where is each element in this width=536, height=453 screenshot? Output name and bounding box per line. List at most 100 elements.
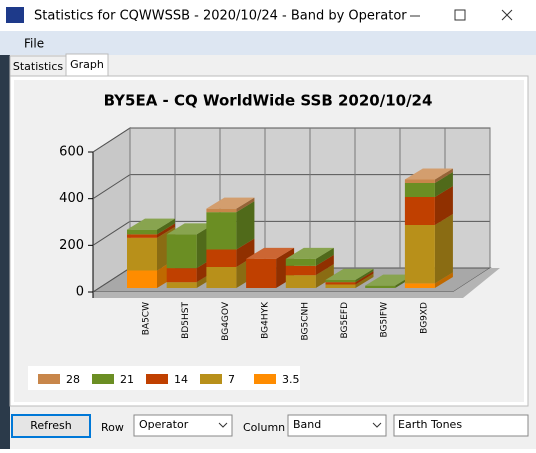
- bar-top-light: [365, 274, 414, 286]
- legend-swatch: [92, 374, 114, 384]
- bar-side: [315, 247, 334, 266]
- y-tick-label: 400: [59, 191, 84, 206]
- y-tick-label: 200: [59, 238, 84, 253]
- legend-label: 14: [174, 373, 188, 386]
- column-value[interactable]: Band: [293, 418, 321, 431]
- bar-side: [355, 273, 374, 288]
- legend-swatch: [200, 374, 222, 384]
- bar-side: [434, 168, 453, 183]
- x-tick-label: BG4GOV: [221, 301, 231, 341]
- desktop-edge: [0, 55, 10, 449]
- bar-segment: [166, 234, 197, 269]
- bar-segment: [404, 283, 435, 288]
- palette-value[interactable]: Earth Tones: [398, 418, 462, 431]
- bar-top: [166, 223, 215, 235]
- bar-segment: [206, 212, 237, 250]
- bar-segment: [404, 179, 435, 183]
- tab-label[interactable]: Graph: [70, 58, 104, 71]
- bar-segment: [206, 249, 237, 267]
- bar-segment: [365, 285, 396, 288]
- left-wall: [92, 127, 131, 293]
- bar-top: [246, 247, 295, 259]
- bar-top-light: [166, 223, 215, 235]
- bar-segment: [127, 229, 157, 235]
- x-tick-label: BG9XD: [419, 302, 429, 334]
- bar-segment: [285, 275, 316, 288]
- bar-side-shade: [434, 214, 453, 284]
- bar-side: [236, 201, 255, 250]
- legend-swatch: [38, 374, 60, 384]
- bar-side: [355, 271, 374, 285]
- palette-field[interactable]: [393, 414, 529, 437]
- plot: [91, 127, 500, 298]
- menu-bar: [0, 31, 536, 55]
- window-title: Statistics for CQWWSSB - 2020/10/24 - Ba…: [34, 9, 407, 24]
- bar-side: [157, 218, 175, 235]
- bar-side-shade: [355, 268, 374, 283]
- bar-segment: [325, 284, 356, 288]
- bar-side: [157, 223, 175, 238]
- title-bar: [0, 0, 536, 31]
- bar-top-light: [404, 168, 453, 180]
- bar-side: [315, 254, 334, 276]
- bar-side: [434, 214, 453, 284]
- legend-label: 21: [120, 373, 134, 386]
- bar-top-light: [325, 268, 374, 280]
- bar-top-light: [206, 197, 255, 209]
- legend-label: 3.5: [282, 373, 300, 386]
- menu-item[interactable]: File: [24, 37, 44, 51]
- bar-side-shade: [355, 273, 374, 288]
- bar-side-shade: [315, 264, 334, 288]
- bar-side: [355, 268, 374, 283]
- close-button[interactable]: [501, 9, 513, 21]
- column-select[interactable]: [287, 414, 387, 437]
- bar-side-shade: [434, 168, 453, 183]
- row-label: Row: [101, 421, 124, 434]
- bar-segment: [325, 282, 356, 285]
- bar-segment: [166, 282, 197, 288]
- app-icon: [6, 7, 24, 23]
- bar-side-shade: [236, 238, 255, 267]
- tab-label[interactable]: Statistics: [13, 60, 64, 73]
- legend-swatch: [254, 374, 276, 384]
- bar-top: [206, 197, 255, 209]
- floor-edge: [93, 268, 500, 298]
- y-tick-label: 600: [59, 145, 84, 160]
- bar-side-shade: [434, 272, 453, 288]
- bar-side-shade: [315, 254, 334, 276]
- bar-top: [285, 247, 334, 259]
- x-tick-label: BG5EFD: [340, 302, 350, 339]
- dropdown-arrow: [218, 422, 228, 428]
- refresh-button[interactable]: [11, 414, 91, 438]
- legend-swatch: [146, 374, 168, 384]
- refresh-label[interactable]: Refresh: [30, 419, 72, 432]
- bar-side-shade: [236, 197, 255, 213]
- bar-segment: [404, 225, 435, 284]
- bar-segment: [206, 208, 237, 213]
- bar-top: [404, 168, 453, 180]
- bar-segment: [127, 237, 157, 271]
- y-tick-label: 0: [76, 285, 84, 300]
- legend-label: 28: [66, 373, 80, 386]
- bar-side-shade: [157, 223, 175, 238]
- bar-top-light: [127, 218, 175, 230]
- x-tick-label: BG5IFW: [380, 302, 390, 338]
- bar-side: [236, 197, 255, 213]
- x-tick-label: BD5HST: [181, 302, 191, 339]
- bar-segment: [127, 270, 157, 288]
- bar-side: [315, 264, 334, 288]
- bar-side-shade: [434, 186, 453, 225]
- maximize-button[interactable]: [454, 9, 466, 21]
- bar-side: [434, 172, 453, 197]
- legend-label: 7: [228, 373, 235, 386]
- bar-segment: [404, 183, 435, 197]
- bar-side: [434, 186, 453, 225]
- row-value[interactable]: Operator: [139, 418, 189, 431]
- bar-segment: [127, 234, 157, 238]
- bar-segment: [285, 265, 316, 276]
- x-tick-label: BA5CW: [142, 302, 152, 335]
- bar-top: [325, 268, 374, 280]
- bar-segment: [285, 258, 316, 266]
- row-select[interactable]: [133, 414, 233, 437]
